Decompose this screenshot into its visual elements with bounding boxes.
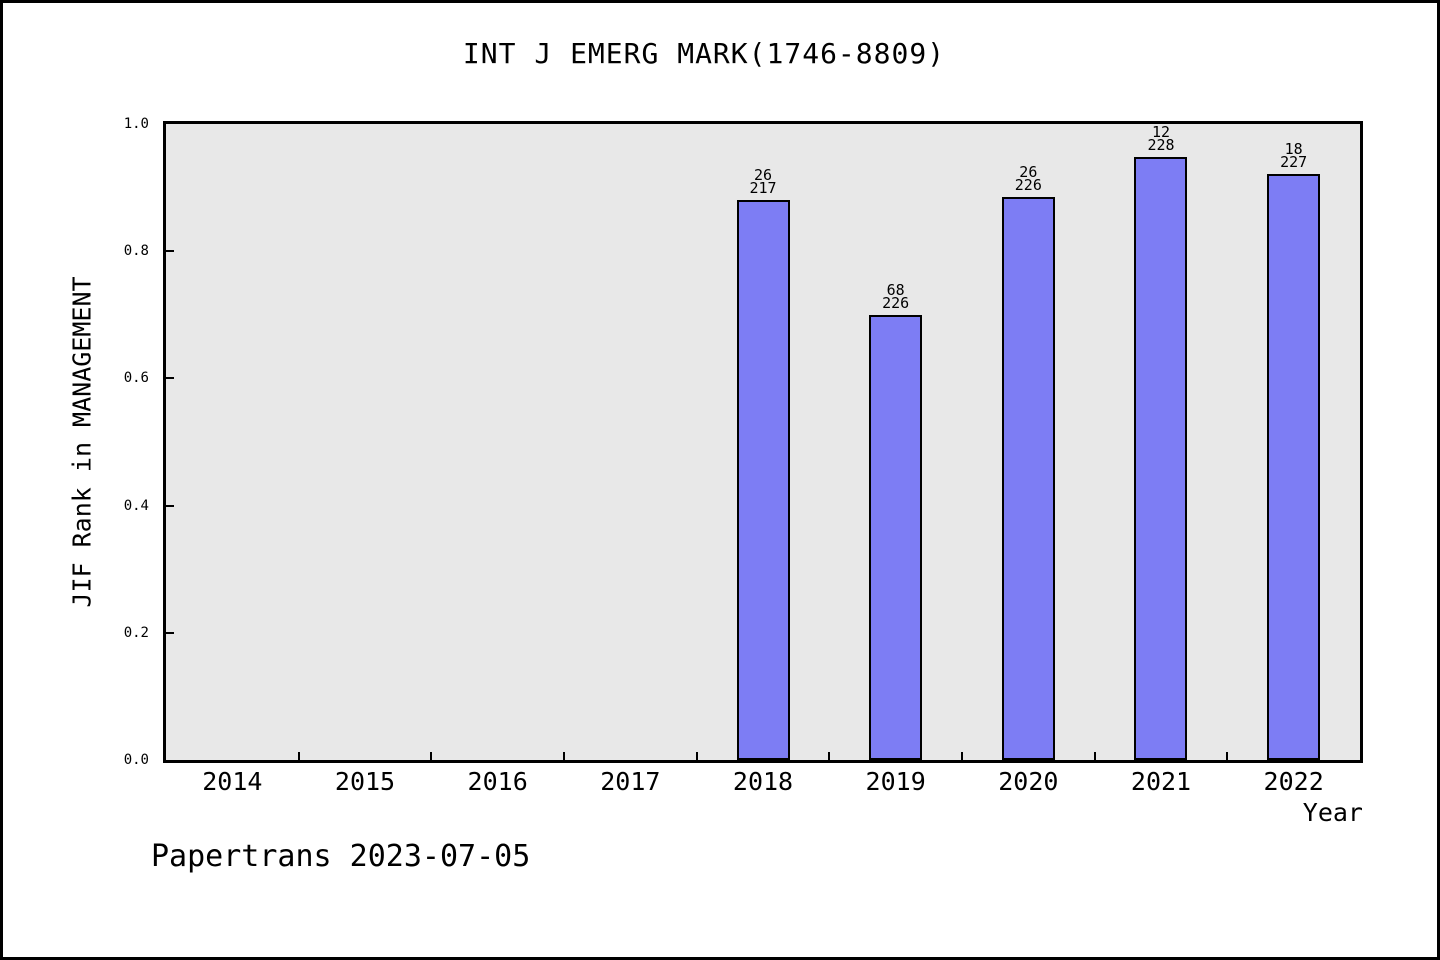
bar-rank-value: 26 [1019, 163, 1038, 181]
x-tick-label-2019: 2019 [865, 767, 926, 796]
chart-title: INT J EMERG MARK(1746-8809) [462, 37, 946, 70]
bar-total-value: 226 [882, 294, 910, 312]
x-tick-label-2018: 2018 [732, 767, 794, 796]
bar-annotation-2022: 18 227 [1234, 140, 1354, 171]
bar-rank-value: 26 [753, 166, 773, 184]
bar-total-value: 228 [1147, 136, 1175, 154]
x-axis-tick [297, 752, 300, 760]
x-tick-label-2020: 2020 [998, 767, 1059, 796]
watermark-text: Papertrans 2023-07-05 [151, 839, 531, 874]
y-tick-label-1.0: 1.0 [123, 116, 149, 132]
bar-total-value: 226 [1014, 176, 1042, 194]
bar-rank-value: 68 [886, 281, 905, 299]
x-tick-label-2014: 2014 [202, 767, 263, 796]
bar-2022 [1267, 174, 1320, 760]
y-axis-label: JIF Rank in MANAGEMENT [67, 276, 97, 608]
x-tick-label-2022: 2022 [1263, 767, 1324, 796]
plot-area: 26 217 68 226 26 226 12 228 18 227 [163, 121, 1363, 763]
x-axis-tick [1093, 752, 1096, 760]
y-tick-label-0.6: 0.6 [123, 370, 149, 387]
y-tick-label-0.2: 0.2 [123, 624, 149, 641]
bar-total-value: 217 [749, 179, 777, 197]
bar-rank-value: 18 [1284, 140, 1303, 158]
y-tick-label-0.8: 0.8 [123, 243, 149, 260]
bar-annotation-2021: 12 228 [1101, 123, 1221, 154]
x-axis-tick [695, 752, 698, 760]
y-axis-tick [166, 504, 174, 507]
x-tick-label-2015: 2015 [334, 767, 396, 796]
y-axis-tick [166, 377, 174, 380]
x-tick-label-2021: 2021 [1130, 767, 1192, 796]
x-axis-tick [563, 752, 565, 760]
x-axis-tick [430, 752, 433, 760]
x-tick-label-2017: 2017 [600, 767, 661, 796]
y-tick-label-0.0: 0.0 [123, 752, 149, 768]
bar-2019 [869, 315, 922, 760]
x-axis-label: Year [1302, 798, 1363, 827]
bar-2021 [1134, 157, 1187, 760]
bar-annotation-2019: 68 226 [836, 281, 956, 312]
y-axis-tick [166, 250, 174, 253]
bar-rank-value: 12 [1151, 123, 1171, 141]
x-axis-tick [1226, 752, 1229, 760]
bar-annotation-2020: 26 226 [968, 163, 1088, 194]
bar-2018 [737, 200, 790, 760]
bar-annotation-2018: 26 217 [703, 166, 823, 197]
x-tick-label-2016: 2016 [467, 767, 528, 796]
x-axis-tick [961, 752, 963, 760]
y-axis-tick [166, 631, 174, 634]
bar-2020 [1002, 197, 1055, 760]
bar-total-value: 227 [1280, 153, 1308, 171]
x-axis-tick [828, 752, 831, 760]
y-tick-label-0.4: 0.4 [123, 497, 149, 514]
